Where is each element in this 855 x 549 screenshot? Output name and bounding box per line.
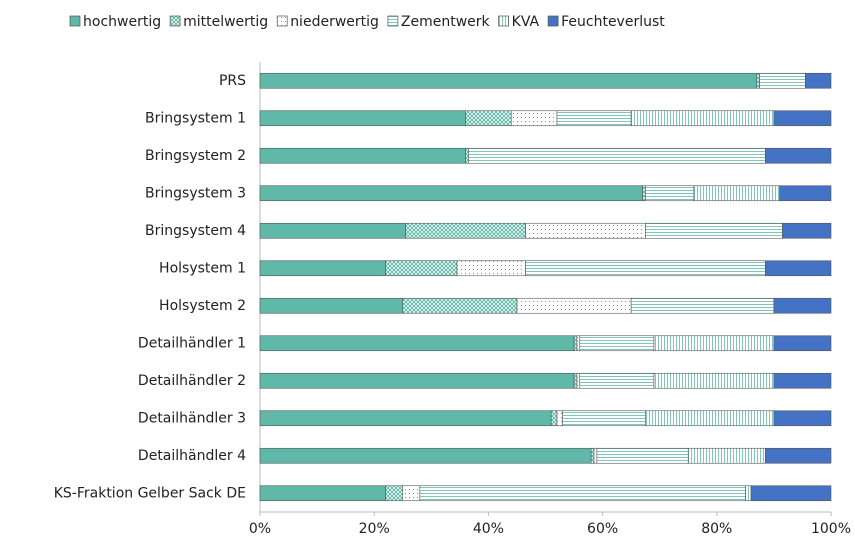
bar-segment [579,372,655,389]
bar-segment [405,222,526,239]
bar-segment [687,447,766,464]
bar-segment [773,297,832,314]
bar-segment [630,297,775,314]
bar-segment [579,335,655,352]
bar-segment [759,72,806,89]
x-tick-label: 20% [359,521,390,537]
y-tick-label: Bringsystem 2 [145,148,246,164]
bar-segment [773,372,832,389]
bar-segment [750,485,832,502]
bar-segment [259,260,386,277]
bar-segment [693,185,780,202]
bar-segment [773,110,832,127]
bar-segment [556,110,632,127]
y-tick-label: Detailhändler 1 [138,335,246,351]
bar-segment [259,72,758,89]
bar-segment [773,410,832,427]
bar-segment [259,222,406,239]
bar-segment [525,222,646,239]
bar-segment [756,72,760,89]
x-tick-label: 60% [587,521,618,537]
bar-segment [259,335,575,352]
bar-segment [645,185,695,202]
bar-segment [653,372,775,389]
bar-segment [745,485,752,502]
bar-segment [596,447,689,464]
bar-segment [573,372,578,389]
bar-segment [630,110,775,127]
x-tick-label: 40% [473,521,504,537]
bar-segment [576,335,581,352]
x-tick-label: 0% [249,521,271,537]
y-tick-label: KS-Fraktion Gelber Sack DE [54,485,246,501]
x-tick-label: 100% [811,521,851,537]
y-tick-label: Holsystem 1 [159,260,246,276]
legend-swatch [547,15,559,27]
bar-segment [765,147,832,164]
bar-segment [259,372,575,389]
bar-segment [642,185,646,202]
bar-segment [259,110,466,127]
legend-label: niederwertig [290,14,379,30]
y-tick-label: Bringsystem 4 [145,223,246,239]
y-tick-label: Detailhändler 3 [138,410,246,426]
bar-segment [782,222,832,239]
bar-segment [765,260,832,277]
bar-segment [259,297,404,314]
bar-segment [525,260,766,277]
bar-segment [805,72,832,89]
legend-swatch [169,15,181,27]
bar-segment [576,372,581,389]
bar-segment [259,447,592,464]
bar-segment [385,485,404,502]
bar-segment [516,297,632,314]
y-tick-label: Detailhändler 2 [138,373,246,389]
bar-segment [259,485,386,502]
legend-label: mittelwertig [183,14,268,30]
bar-segment [765,447,832,464]
legend-swatch [387,15,399,27]
bar-segment [385,260,458,277]
legend-label: KVA [512,14,540,30]
bar-segment [465,110,512,127]
bar-segment [259,147,466,164]
y-tick-label: Detailhändler 4 [138,448,246,464]
bar-segment [573,335,578,352]
bar-segment [465,147,469,164]
y-tick-label: Holsystem 2 [159,298,246,314]
legend-swatch [498,15,510,27]
bar-segment [593,447,598,464]
legend-label: hochwertig [83,14,161,30]
bar-segment [259,410,552,427]
bar-segment [259,185,643,202]
legend-label: Feuchteverlust [561,14,665,30]
y-tick-label: Bringsystem 1 [145,110,246,126]
legend-swatch [69,15,81,27]
bar-segment [779,185,832,202]
bar-segment [456,260,526,277]
bar-segment [468,147,766,164]
bar-segment [510,110,558,127]
bar-segment [402,297,518,314]
legend-swatch [276,15,288,27]
bar-segment [562,410,646,427]
bar-segment [419,485,746,502]
bar-segment [550,410,558,427]
legend-label: Zementwerk [401,14,491,30]
bar-segment [402,485,421,502]
bar-segment [645,222,783,239]
bar-segment [590,447,595,464]
bar-segment [773,335,832,352]
bar-segment [556,410,563,427]
bar-segment [653,335,775,352]
x-tick-label: 80% [701,521,732,537]
y-tick-label: Bringsystem 3 [145,185,246,201]
bar-segment [645,410,775,427]
y-tick-label: PRS [219,73,246,89]
